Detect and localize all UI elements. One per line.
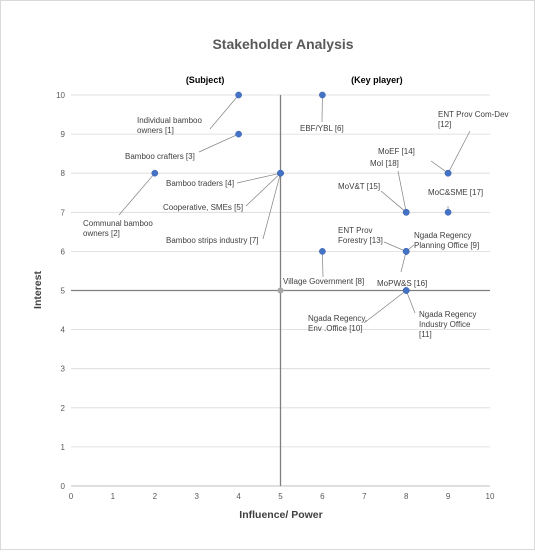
x-tick-label: 10 [486,492,495,501]
y-tick-label: 4 [61,326,66,335]
data-point [319,248,325,254]
x-tick-label: 3 [194,492,199,501]
chart-title: Stakeholder Analysis [212,36,353,52]
x-axis-title: Influence/ Power [239,509,322,521]
center-marker [278,288,284,294]
leader-line [384,242,406,251]
x-tick-label: 8 [404,492,409,501]
x-tick-label: 1 [111,492,116,501]
data-label: Bamboo traders [4] [166,179,234,188]
data-label: Cooperative, SMEs [5] [163,203,243,212]
y-tick-label: 2 [61,404,66,413]
x-tick-label: 2 [153,492,158,501]
data-label: EBF/YBL [6] [300,124,344,133]
data-point [319,92,325,98]
data-point [277,170,283,176]
quadrant-label: (Key player) [351,75,403,85]
data-point [445,209,451,215]
axes: 0 1 2 3 4 5 6 7 8 9 10 0 1 2 3 4 5 6 7 8 9 10 [56,91,495,501]
data-label: MoI [18] [370,159,399,168]
leader-line [263,173,281,239]
y-tick-label: 7 [61,208,66,217]
x-tick-label: 9 [446,492,451,501]
y-tick-label: 9 [61,130,66,139]
leader-line [119,173,155,215]
y-tick-label: 3 [61,365,66,374]
leader-line [246,173,281,206]
leader-line [237,173,281,183]
data-label: Village Government [8] [283,277,364,286]
leader-line [199,134,239,152]
data-point [445,170,451,176]
data-label: Ngada Regency,Env .Office [10] [308,314,367,333]
y-tick-label: 1 [61,443,66,452]
leader-line [210,95,239,129]
leader-line [406,291,415,314]
data-point [236,131,242,137]
data-point [152,170,158,176]
y-tick-label: 8 [61,169,66,178]
x-tick-label: 4 [236,492,241,501]
data-point [236,92,242,98]
data-label: MoPW&S [16] [377,279,427,288]
data-point [403,209,409,215]
data-label: Bamboo strips industry [7] [166,236,258,245]
x-tick-label: 6 [320,492,325,501]
data-label: MoC&SME [17] [428,188,483,197]
data-point [403,287,409,293]
y-tick-label: 0 [61,482,66,491]
x-tick-label: 7 [362,492,367,501]
data-label: MoEF [14] [378,147,415,156]
data-label: MoV&T [15] [338,182,380,191]
leader-line [322,251,323,277]
y-tick-label: 5 [61,287,66,296]
y-tick-label: 6 [61,247,66,256]
leader-line [364,291,406,324]
data-point [403,248,409,254]
x-tick-label: 0 [69,492,74,501]
y-axis-title: Interest [32,271,44,309]
y-tick-label: 10 [56,91,65,100]
data-label: ENT Prov Com-Dev[12] [438,110,509,129]
leader-line [448,131,470,173]
quadrant-labels: (Subject) (Key player) [186,75,403,85]
x-tick-label: 5 [278,492,283,501]
data-label: Bamboo crafters [3] [125,152,195,161]
quadrant-label: (Subject) [186,75,225,85]
